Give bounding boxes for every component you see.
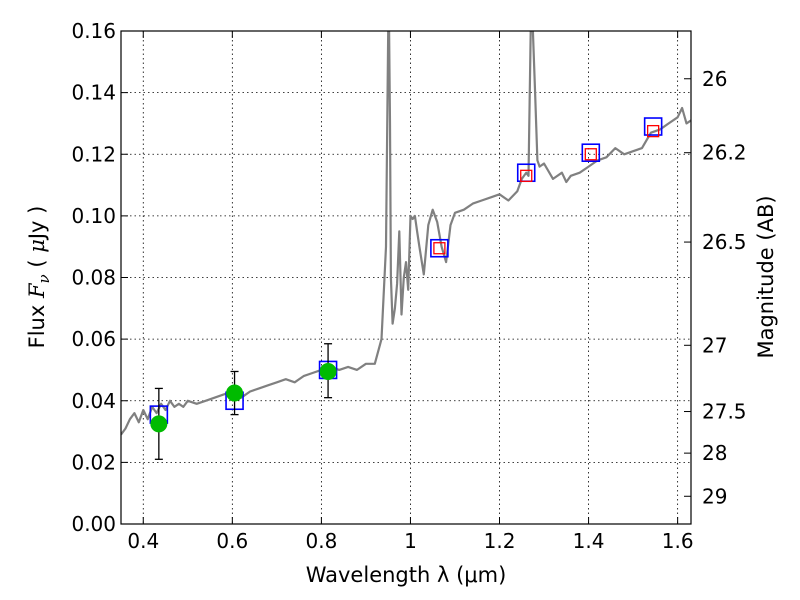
- y-axis-label-mu: μ: [25, 239, 49, 253]
- y-tick-label: 0.00: [71, 512, 116, 536]
- y-tick-label: 0.16: [71, 19, 116, 43]
- y-tick-label: 0.04: [71, 389, 116, 413]
- x-tick-label: 0.6: [216, 529, 248, 553]
- y-tick-label: 0.10: [71, 204, 116, 228]
- y-tick-label: 0.08: [71, 266, 116, 290]
- red-square-marker: [433, 242, 446, 255]
- y2-tick-label: 29: [702, 484, 727, 508]
- x-tick-label: 0.4: [127, 529, 159, 553]
- y-axis-label-prefix: Flux: [25, 298, 49, 348]
- y2-tick-label: 28: [702, 441, 727, 465]
- x-tick-label: 0.8: [305, 529, 337, 553]
- x-tick-label: 1: [404, 529, 417, 553]
- y2-tick-label: 26: [702, 67, 727, 91]
- axis-ticks: 0.4 0.6 0.8 1 1.2 1.4 1.6 0.00 0.02 0.04 0.06 0.08 0…: [71, 19, 746, 553]
- y2-tick-label: 26.2: [702, 141, 747, 165]
- blue-square-marker: [581, 143, 601, 163]
- y-tick-label: 0.14: [71, 81, 116, 105]
- y2-tick-label: 26.5: [702, 230, 747, 254]
- blue-square-marker: [643, 117, 663, 136]
- y-axis-label-symbol: F: [25, 282, 49, 299]
- red-square-marker: [520, 169, 533, 182]
- green-data-point: [150, 415, 168, 433]
- red-square-marker: [646, 124, 660, 138]
- green-data-point: [226, 384, 244, 402]
- spectrum-line: [121, 31, 691, 436]
- plot-data: [121, 31, 691, 460]
- y-axis-label-open: (: [25, 253, 49, 275]
- y2-tick-label: 27.5: [702, 400, 747, 424]
- x-tick-label: 1.2: [484, 529, 516, 553]
- x-tick-label: 1.6: [662, 529, 694, 553]
- x-tick-label: 1.4: [573, 529, 605, 553]
- y-tick-label: 0.02: [71, 450, 116, 474]
- y-axis-label-subscript: ν: [35, 274, 53, 283]
- blue-square-marker: [430, 238, 449, 258]
- red-square-marker: [584, 148, 597, 161]
- y-tick-label: 0.12: [71, 142, 116, 166]
- y-axis-label-unit: Jy ): [25, 206, 49, 242]
- green-data-point: [319, 362, 337, 380]
- right-axis-label: Magnitude (AB): [754, 195, 778, 358]
- y-axis-label: Flux Fν ( μJy ): [25, 206, 53, 349]
- y2-tick-label: 27: [702, 333, 727, 357]
- x-axis-label: Wavelength λ (μm): [306, 563, 507, 587]
- y-tick-label: 0.06: [71, 327, 116, 351]
